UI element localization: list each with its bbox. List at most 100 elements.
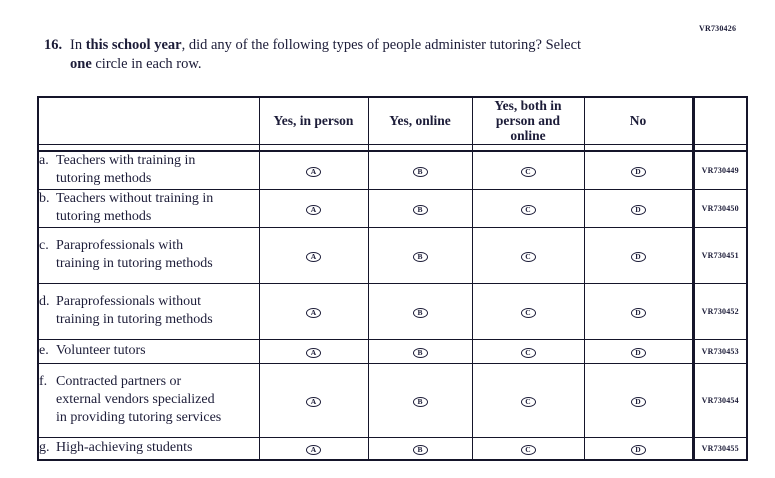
row-label-text: Volunteer tutors <box>56 343 146 358</box>
row-label: a. Teachers with training in tutoring met… <box>39 152 258 188</box>
option-cell-c: C <box>471 282 585 340</box>
option-cell-a: A <box>258 338 369 364</box>
answer-bubble-a[interactable]: A <box>306 347 321 358</box>
question-segment: this school year <box>85 37 182 53</box>
option-cell-b: B <box>367 226 473 284</box>
row-label-cell: e. Volunteer tutors <box>37 338 260 364</box>
row-letter: c. <box>39 238 49 253</box>
option-cell-a: A <box>258 188 369 228</box>
answer-bubble-a[interactable]: A <box>306 396 321 407</box>
row-label: f. Contracted partners or external vendor… <box>39 373 258 427</box>
option-cell-a: A <box>258 282 369 340</box>
answer-bubble-c[interactable]: C <box>520 167 536 177</box>
column-header-label: Yes, online <box>389 113 451 128</box>
answer-bubble-b[interactable]: B <box>412 396 428 407</box>
question-segment: , did any of the following types of peop… <box>181 37 582 53</box>
row-code-cell: VR730450 <box>691 188 748 228</box>
row-label-cell: g. High-achieving students <box>37 436 260 461</box>
row-label: g. High-achieving students <box>39 439 258 457</box>
answer-bubble-d[interactable]: D <box>630 251 646 262</box>
row-label-text: Teachers with training in tutoring metho… <box>56 153 196 187</box>
header-separator-cell <box>691 144 748 152</box>
question-text: In this school year, did any of the foll… <box>70 36 581 74</box>
option-cell-b: B <box>367 282 473 340</box>
row-code: VR730455 <box>701 443 739 453</box>
column-header-2: Yes, online <box>367 96 473 145</box>
answer-bubble-d[interactable]: D <box>630 347 646 358</box>
answer-bubble-d[interactable]: D <box>630 204 646 215</box>
row-code: VR730452 <box>701 306 739 316</box>
row-label-text: Teachers without training in tutoring me… <box>56 191 214 224</box>
tutoring-administer-table: Yes, in person Yes, online Yes, both in pe… <box>37 96 748 461</box>
answer-bubble-b[interactable]: B <box>412 167 428 177</box>
option-cell-a: A <box>258 362 369 438</box>
header-separator-row <box>37 144 748 152</box>
answer-bubble-a[interactable]: A <box>306 445 321 455</box>
column-header-label: Yes, in person <box>273 113 354 128</box>
row-label-cell: b. Teachers without training in tutoring … <box>37 188 260 228</box>
question-segment: circle in each row. <box>91 56 202 72</box>
row-label-text: Paraprofessionals without training in tu… <box>56 294 213 327</box>
row-label-text: Contracted partners or external vendors … <box>56 374 222 425</box>
answer-bubble-c[interactable]: C <box>520 251 536 262</box>
answer-bubble-b[interactable]: B <box>412 307 428 318</box>
row-label-cell: c. Paraprofessionals with training in tut… <box>37 226 260 284</box>
row-label-cell: f. Contracted partners or external vendor… <box>37 362 260 438</box>
row-letter: a. <box>39 153 49 169</box>
row-letter: b. <box>39 191 50 206</box>
answer-bubble-a[interactable]: A <box>306 251 321 262</box>
column-header-5 <box>691 96 748 145</box>
answer-bubble-b[interactable]: B <box>412 251 428 262</box>
answer-bubble-b[interactable]: B <box>412 445 428 455</box>
answer-bubble-c[interactable]: C <box>520 307 536 318</box>
question-number: 16. <box>44 37 63 53</box>
row-label-text: High-achieving students <box>56 440 193 456</box>
column-header-label: No <box>629 113 647 128</box>
table-row: e. Volunteer tutors A B C D VR730453 <box>37 338 748 364</box>
option-cell-b: B <box>367 188 473 228</box>
column-header-label: Yes, both in person and online <box>494 98 562 143</box>
answer-bubble-d[interactable]: D <box>630 396 646 407</box>
answer-bubble-c[interactable]: C <box>520 396 536 407</box>
option-cell-c: C <box>471 338 585 364</box>
row-code: VR730449 <box>701 165 739 175</box>
page-code: VR730426 <box>699 24 737 33</box>
answer-bubble-c[interactable]: C <box>520 204 536 215</box>
column-header-1: Yes, in person <box>258 96 369 145</box>
answer-bubble-c[interactable]: C <box>520 445 536 455</box>
option-cell-c: C <box>471 362 585 438</box>
row-label: d. Paraprofessionals without training in … <box>39 293 258 329</box>
row-code: VR730454 <box>701 395 739 405</box>
answer-bubble-d[interactable]: D <box>630 445 646 455</box>
answer-bubble-d[interactable]: D <box>630 167 646 177</box>
row-label-cell: d. Paraprofessionals without training in … <box>37 282 260 340</box>
option-cell-b: B <box>367 338 473 364</box>
table-row: a. Teachers with training in tutoring met… <box>37 150 748 190</box>
row-code: VR730450 <box>701 203 739 213</box>
row-code: VR730451 <box>701 250 739 260</box>
row-code-cell: VR730453 <box>691 338 748 364</box>
row-label-text: Paraprofessionals with training in tutor… <box>56 238 213 271</box>
answer-bubble-a[interactable]: A <box>306 167 321 177</box>
column-header-4: No <box>583 96 694 145</box>
answer-bubble-b[interactable]: B <box>412 204 428 215</box>
answer-bubble-d[interactable]: D <box>630 307 646 318</box>
row-label: c. Paraprofessionals with training in tut… <box>39 237 258 273</box>
question-16: 16. In this school year, did any of the … <box>44 36 684 74</box>
column-header-3: Yes, both in person and online <box>471 96 585 145</box>
option-cell-c: C <box>471 436 585 461</box>
row-label: e. Volunteer tutors <box>39 342 258 360</box>
answer-bubble-c[interactable]: C <box>520 347 536 358</box>
option-cell-d: D <box>583 338 694 364</box>
row-label-cell: a. Teachers with training in tutoring met… <box>37 150 260 190</box>
answer-bubble-a[interactable]: A <box>306 307 321 318</box>
option-cell-b: B <box>367 362 473 438</box>
option-cell-a: A <box>258 150 369 190</box>
answer-bubble-b[interactable]: B <box>412 347 428 358</box>
table-row: d. Paraprofessionals without training in … <box>37 282 748 340</box>
option-cell-d: D <box>583 282 694 340</box>
row-code-cell: VR730449 <box>691 150 748 190</box>
option-cell-d: D <box>583 188 694 228</box>
answer-bubble-a[interactable]: A <box>306 204 321 215</box>
question-segment: one <box>70 56 92 72</box>
